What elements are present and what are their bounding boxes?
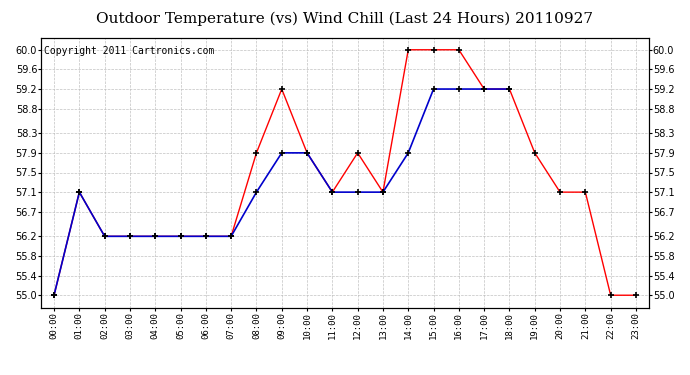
- Text: Copyright 2011 Cartronics.com: Copyright 2011 Cartronics.com: [44, 46, 215, 56]
- Text: Outdoor Temperature (vs) Wind Chill (Last 24 Hours) 20110927: Outdoor Temperature (vs) Wind Chill (Las…: [97, 11, 593, 26]
